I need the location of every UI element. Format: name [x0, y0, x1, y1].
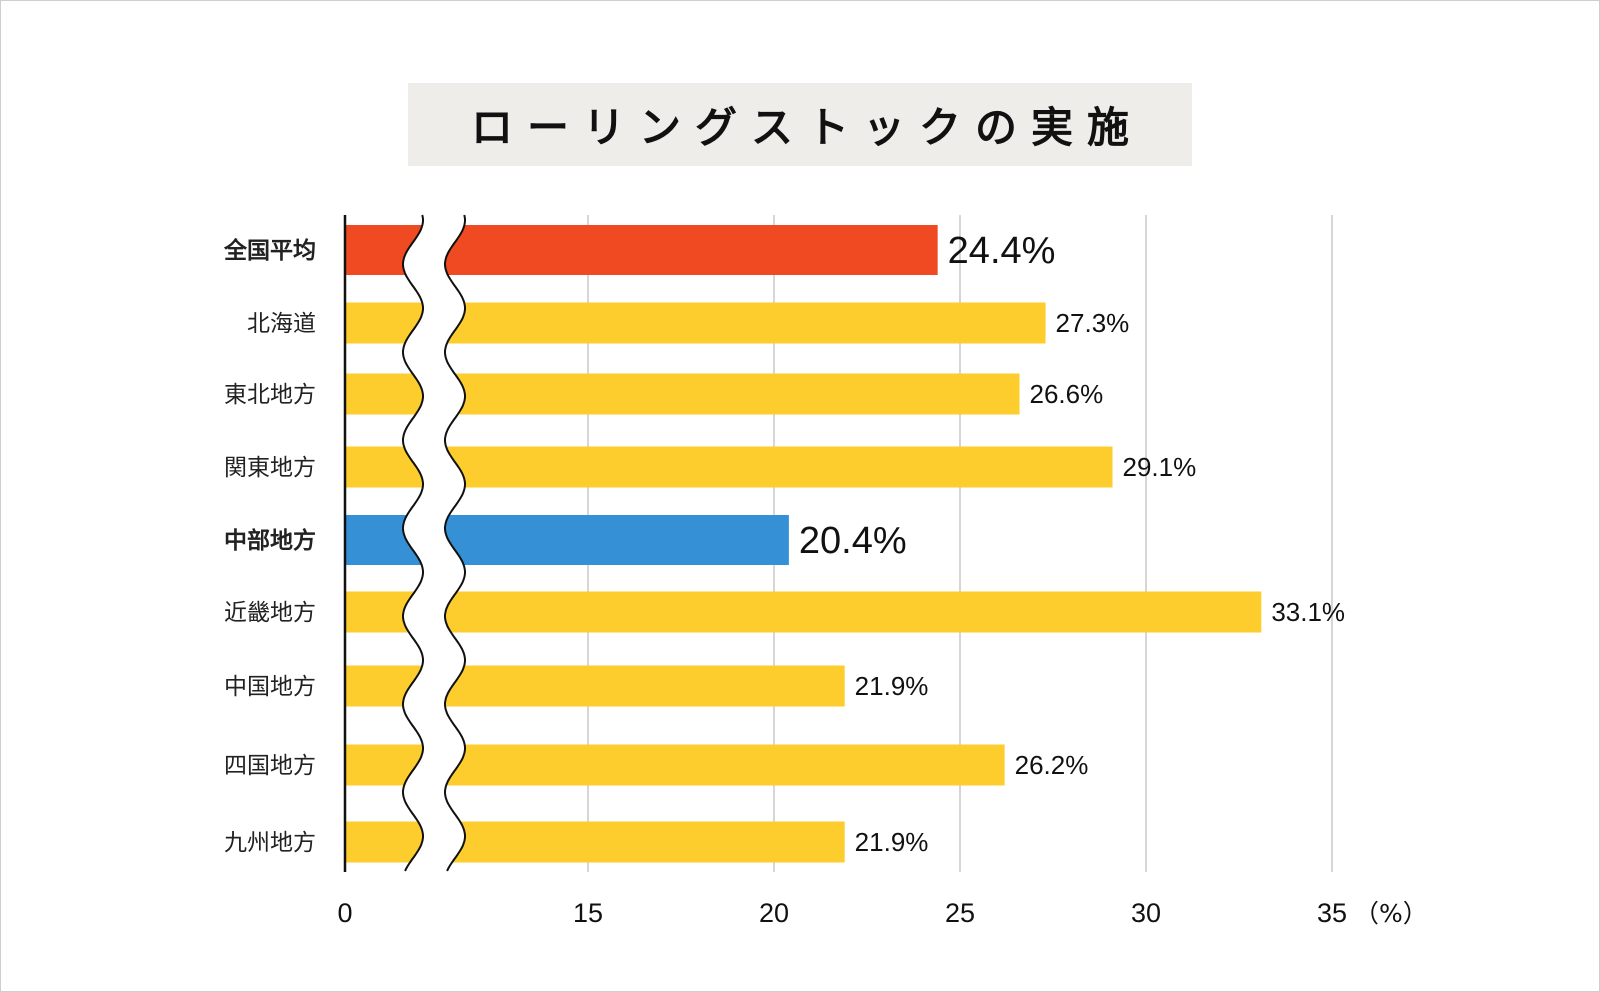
x-tick-label: 15 [573, 898, 603, 928]
value-label: 33.1% [1271, 597, 1345, 627]
category-label: 九州地方 [224, 830, 316, 856]
x-tick-label: 30 [1131, 898, 1161, 928]
value-label: 21.9% [855, 827, 929, 857]
value-label: 26.6% [1030, 379, 1104, 409]
x-tick-label: 35 [1317, 898, 1347, 928]
value-label: 20.4% [799, 520, 907, 562]
category-label: 近畿地方 [224, 600, 316, 626]
chart-title-box: ローリングストックの実施 [408, 83, 1192, 166]
axis-break-line [402, 214, 424, 872]
x-tick-label: 20 [759, 898, 789, 928]
chart-title: ローリングストックの実施 [470, 103, 1143, 152]
category-label: 全国平均 [223, 237, 316, 264]
category-label: 東北地方 [224, 382, 316, 408]
value-label: 26.2% [1015, 750, 1089, 780]
category-label: 中部地方 [224, 527, 316, 554]
bar [345, 446, 1113, 488]
value-label: 27.3% [1056, 308, 1130, 338]
category-label: 北海道 [247, 311, 316, 337]
category-label: 中国地方 [224, 674, 316, 700]
value-label: 21.9% [855, 671, 929, 701]
x-tick-label: 0 [337, 898, 352, 928]
axis-break-gap [403, 215, 465, 872]
category-label: 関東地方 [224, 455, 316, 481]
x-unit-label: （%） [1354, 899, 1428, 928]
value-label: 24.4% [948, 230, 1056, 272]
axis-break-line [444, 214, 466, 872]
bar [345, 591, 1262, 633]
value-label: 29.1% [1123, 452, 1197, 482]
x-tick-label: 25 [945, 898, 975, 928]
category-label: 四国地方 [224, 753, 316, 779]
